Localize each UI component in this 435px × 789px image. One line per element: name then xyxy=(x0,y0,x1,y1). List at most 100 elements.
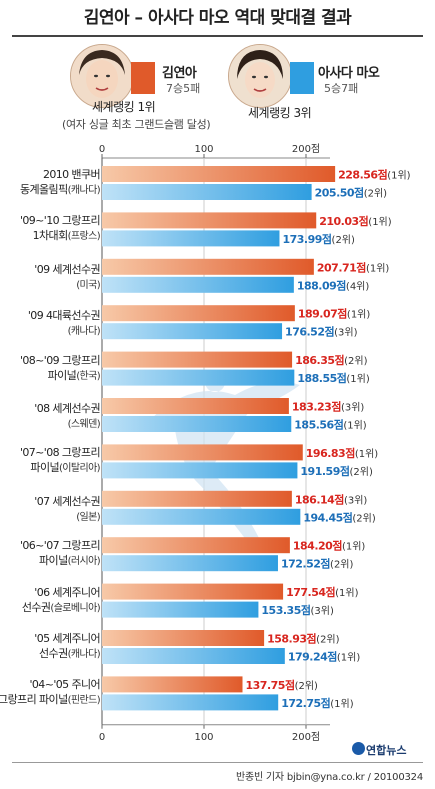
kim-yuna-rank-text: 세계랭킹 1위 xyxy=(92,100,156,114)
category-location: (러시아) xyxy=(67,556,101,568)
category-label-line1: '08 세계선수권 xyxy=(34,402,100,415)
category-label-line2: 파이널(이탈리아) xyxy=(30,461,101,475)
credit-line: 반종빈 기자 bjbin@yna.co.kr / 20100324 xyxy=(235,772,423,783)
category-label: '06~'07 그랑프리 파이널(러시아) xyxy=(19,538,101,569)
asada-mao-world-rank: 세계랭킹 3위 xyxy=(248,106,312,120)
asada-mao-score-label: 205.50점(2위) xyxy=(315,186,388,200)
kim-yuna-bar xyxy=(102,305,295,322)
asada-mao-bar xyxy=(102,276,294,293)
category-label-line1: '09~'10 그랑프리 xyxy=(19,214,101,228)
kim-yuna-bar xyxy=(102,490,292,507)
kim-yuna-score-label: 207.71점(1위) xyxy=(317,260,390,274)
category-label: '07~'08 그랑프리 파이널(이탈리아) xyxy=(19,445,101,476)
x-tick-label-top: 0 xyxy=(99,144,105,155)
kim-yuna-bar xyxy=(102,583,284,600)
asada-mao-bar xyxy=(102,462,298,479)
kim-yuna-bar xyxy=(102,676,243,693)
asada-mao-bar xyxy=(102,648,285,664)
category-label-line2: 동계올림픽(캐나다) xyxy=(19,183,101,196)
category-location: (일본) xyxy=(76,511,100,523)
category-label-line2: 파이널(한국) xyxy=(47,368,101,382)
asada-mao-bar xyxy=(102,694,279,711)
kim-yuna-bar xyxy=(102,166,336,182)
category-location: (이탈리아) xyxy=(58,463,101,475)
asada-mao-bar xyxy=(102,184,312,200)
category-label: '08~'09 그랑프리 파이널(한국) xyxy=(19,353,101,384)
kim-yuna-legend-swatch xyxy=(131,62,155,94)
kim-yuna-score-label: 186.35점(2위) xyxy=(295,353,368,367)
category-label-line1: '09 세계선수권 xyxy=(34,262,100,276)
yonhap-logo-text: 연합뉴스 xyxy=(366,744,407,757)
category-location: (한국) xyxy=(76,370,100,382)
category-label-line2: (일본) xyxy=(34,509,100,525)
kim-yuna-score-label: 196.83점(1위) xyxy=(306,446,379,460)
category-label-line1: '06 세계주니어 xyxy=(34,585,100,599)
category-label: '05 세계주니어 선수권(캐나다) xyxy=(34,631,100,662)
category-label-line1: '09 4대륙선수권 xyxy=(27,309,101,323)
x-tick-label-top: 100 xyxy=(194,144,213,155)
category-label-line1: '04~'05 주니어 xyxy=(29,678,100,692)
category-label-line1: '07 세계선수권 xyxy=(34,494,100,508)
category-location: (미국) xyxy=(76,279,100,291)
category-label-line1: '07~'08 그랑프리 xyxy=(19,446,101,460)
category-label-line1: 2010 밴쿠버 xyxy=(42,168,101,181)
category-label: '08 세계선수권 (스웨덴) xyxy=(34,401,100,432)
kim-yuna-score-label: 137.75점(2위) xyxy=(246,678,319,692)
kim-yuna-photo xyxy=(70,44,134,108)
category-label-line2: (캐나다) xyxy=(28,323,101,339)
kim-yuna-score-label: 183.23점(3위) xyxy=(292,400,365,414)
asada-mao-score-label: 194.45점(2위) xyxy=(303,510,376,524)
category-label-line1: '08~'09 그랑프리 xyxy=(19,353,101,367)
yonhap-logo-icon xyxy=(352,742,365,755)
category-label: '09 세계선수권 (미국) xyxy=(34,262,100,293)
asada-mao-photo xyxy=(228,44,292,108)
kim-yuna-grandslam-note: (여자 싱글 최초 그랜드슬램 달성) xyxy=(62,118,211,131)
x-tick-label-bottom: 0 xyxy=(99,732,105,743)
category-label: '06 세계주니어 선수권(슬로베니아) xyxy=(21,585,101,616)
asada-mao-legend-swatch xyxy=(290,62,314,94)
kim-yuna-score-label: 228.56점(1위) xyxy=(338,168,411,182)
kim-yuna-bar xyxy=(102,351,293,368)
asada-mao-bar xyxy=(102,230,280,247)
asada-mao-legend-name: 아사다 마오 xyxy=(318,66,380,81)
x-tick-label-bottom: 100 xyxy=(194,732,213,743)
kim-yuna-score-label: 210.03점(1위) xyxy=(319,214,392,228)
asada-mao-score-label: 172.52점(2위) xyxy=(281,557,354,571)
asada-mao-score-label: 173.99점(2위) xyxy=(282,232,355,246)
kim-yuna-score-label: 158.93점(2위) xyxy=(267,632,340,646)
category-label-line2: (스웨덴) xyxy=(34,416,101,432)
kim-yuna-score-label: 189.07점(1위) xyxy=(298,307,371,321)
kim-yuna-score-label: 177.54점(1위) xyxy=(286,585,359,599)
asada-mao-score-label: 176.52점(3위) xyxy=(285,325,358,339)
category-location: (캐나다) xyxy=(67,326,101,338)
category-label: '07 세계선수권 (일본) xyxy=(34,494,100,525)
category-label-line2: (미국) xyxy=(34,277,100,293)
category-label: '04~'05 주니어 그랑프리 파이널(핀란드) xyxy=(0,677,101,708)
chart-title: 김연아 – 아사다 마오 역대 맞대결 결과 xyxy=(83,8,352,28)
category-label-line2: 그랑프리 파이널(핀란드) xyxy=(0,693,101,707)
category-label-line1: '06~'07 그랑프리 xyxy=(19,539,101,553)
asada-mao-record: 5승7패 xyxy=(324,82,359,95)
category-location: (프랑스) xyxy=(67,231,101,243)
kim-yuna-score-label: 184.20점(1위) xyxy=(293,539,366,553)
x-tick-label-top: 200점 xyxy=(292,143,320,155)
asada-mao-bar xyxy=(102,369,295,386)
category-label-line2: 선수권(슬로베니아) xyxy=(21,600,101,614)
category-label-line2: 파이널(러시아) xyxy=(39,554,101,568)
asada-mao-bar xyxy=(102,601,259,618)
asada-mao-score-label: 191.59점(2위) xyxy=(300,464,373,478)
kim-yuna-legend-name: 김연아 xyxy=(162,66,197,81)
asada-mao-score-label: 179.24점(1위) xyxy=(288,650,361,664)
asada-mao-score-label: 188.55점(1위) xyxy=(297,371,370,385)
kim-yuna-world-rank: 세계랭킹 1위 xyxy=(92,98,156,115)
asada-mao-score-label: 188.09점(4위) xyxy=(297,278,370,292)
asada-mao-bar xyxy=(102,323,283,340)
skater-watermark-icon xyxy=(150,372,300,545)
kim-yuna-bar xyxy=(102,398,289,414)
category-location: (캐나다) xyxy=(67,185,101,196)
footer-divider xyxy=(12,762,423,763)
asada-mao-score-label: 172.75점(1위) xyxy=(281,696,354,710)
kim-yuna-record: 7승5패 xyxy=(166,82,201,95)
